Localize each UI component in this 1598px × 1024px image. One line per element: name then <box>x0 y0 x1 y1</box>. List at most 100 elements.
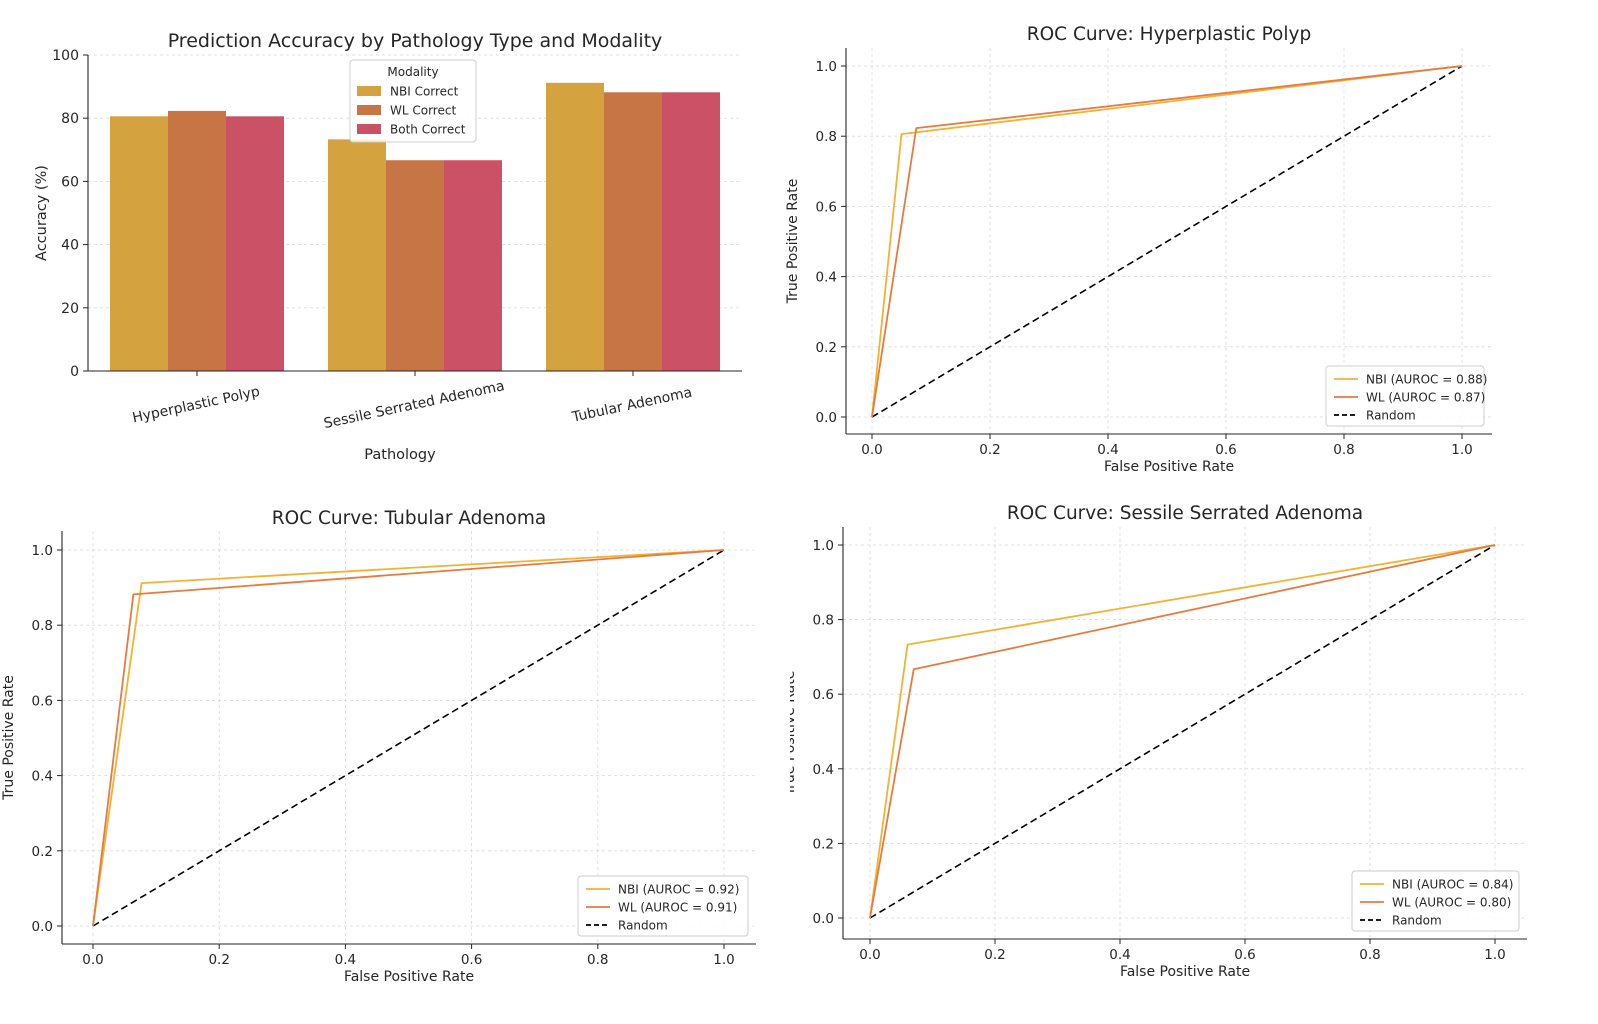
x-tick-label: Sessile Serrated Adenoma <box>322 378 506 432</box>
y-axis-title: True Positive Rate <box>785 179 801 305</box>
y-tick-label: 0.2 <box>816 340 837 356</box>
x-tick-label: 0.0 <box>82 952 103 968</box>
legend-label: Both Correct <box>390 123 466 137</box>
roc-hyperplastic-svg: 0.0 0.2 0.4 0.6 0.8 1.0 0.0 0.2 0.4 0.6 0.8 1.0 ROC … <box>785 24 1492 475</box>
bar <box>662 92 720 372</box>
bar <box>226 116 284 371</box>
legend-swatch <box>357 105 381 115</box>
x-tick-label: 0.2 <box>984 947 1005 963</box>
series-line <box>869 544 1496 919</box>
y-tick-label: 0.0 <box>816 410 837 426</box>
legend-label: WL (AUROC = 0.87) <box>1366 391 1485 405</box>
legend-label: WL (AUROC = 0.91) <box>618 901 737 915</box>
legend-box <box>349 59 477 143</box>
bar-chart-panel: 0 20 40 60 80 100 Hyperplastic Polyp Sessile Se… <box>0 0 770 490</box>
chart-title: ROC Curve: Hyperplastic Polyp <box>1027 24 1311 45</box>
y-tick-label: 0.4 <box>813 762 834 778</box>
x-tick-label: 0.4 <box>1109 947 1130 963</box>
legend-label: NBI Correct <box>390 85 459 99</box>
chart-title: Prediction Accuracy by Pathology Type an… <box>168 30 663 52</box>
legend-swatch <box>357 86 381 96</box>
y-tick-label: 0.2 <box>32 844 53 860</box>
x-tick-label: 0.0 <box>861 442 882 458</box>
series-line <box>92 549 725 927</box>
x-tick-label: 0.2 <box>979 442 1000 458</box>
roc-sessile-panel: 0.0 0.2 0.4 0.6 0.8 1.0 0.0 0.2 0.4 0.6 0.8 1.0 ROC … <box>790 495 1590 1015</box>
x-tick-label: Hyperplastic Polyp <box>131 384 261 427</box>
x-tick-label: 0.8 <box>1359 947 1380 963</box>
series-line <box>871 65 1463 418</box>
series-line <box>92 549 725 927</box>
y-tick-label: 60 <box>61 174 79 190</box>
legend-box <box>577 875 749 937</box>
y-axis-title: True Positive Rate <box>790 671 798 797</box>
x-tick-label: 0.6 <box>1234 947 1255 963</box>
x-tick-label: 1.0 <box>1451 442 1472 458</box>
roc-hyperplastic-panel: 0.0 0.2 0.4 0.6 0.8 1.0 0.0 0.2 0.4 0.6 0.8 1.0 ROC … <box>780 0 1560 490</box>
series-line <box>871 65 1463 418</box>
y-axis-title: True Positive Rate <box>1 675 17 801</box>
y-axis-title: Accuracy (%) <box>34 165 50 261</box>
legend-swatch <box>357 124 381 134</box>
x-axis-title: Pathology <box>364 447 436 463</box>
y-tick-label: 0.6 <box>32 693 53 709</box>
y-tick-label: 0.8 <box>816 129 837 145</box>
x-tick-label: 0.4 <box>335 952 356 968</box>
bar <box>328 139 386 371</box>
legend-label: NBI (AUROC = 0.84) <box>1392 878 1513 892</box>
bar <box>110 116 168 371</box>
x-tick-label: 1.0 <box>1484 947 1505 963</box>
bar <box>168 110 226 371</box>
x-tick-label: 0.8 <box>1333 442 1354 458</box>
roc-sessile-svg: 0.0 0.2 0.4 0.6 0.8 1.0 0.0 0.2 0.4 0.6 0.8 1.0 ROC … <box>790 503 1527 980</box>
y-tick-label: 40 <box>61 238 79 254</box>
y-tick-label: 1.0 <box>32 543 53 559</box>
y-tick-label: 0.6 <box>816 199 837 215</box>
y-tick-label: 0.8 <box>813 613 834 629</box>
bar <box>444 160 502 371</box>
y-tick-label: 0.4 <box>816 270 837 286</box>
y-tick-label: 0.0 <box>32 919 53 935</box>
series-line <box>869 544 1496 919</box>
y-tick-label: 1.0 <box>813 538 834 554</box>
bar <box>386 160 444 371</box>
series-line <box>869 544 1496 919</box>
y-tick-label: 0.8 <box>32 618 53 634</box>
y-tick-label: 0 <box>70 364 79 380</box>
x-tick-label: 0.8 <box>587 952 608 968</box>
x-tick-label: 0.6 <box>461 952 482 968</box>
y-tick-label: 0.2 <box>813 836 834 852</box>
y-tick-label: 20 <box>61 301 79 317</box>
x-tick-label: Tubular Adenoma <box>570 385 694 426</box>
legend-label: NBI (AUROC = 0.92) <box>618 883 739 897</box>
bar-chart-svg: 0 20 40 60 80 100 Hyperplastic Polyp Sessile Se… <box>34 30 742 463</box>
y-tick-label: 80 <box>61 111 79 127</box>
x-axis-title: False Positive Rate <box>1120 964 1250 980</box>
x-tick-label: 0.2 <box>208 952 229 968</box>
x-axis-title: False Positive Rate <box>344 969 474 985</box>
y-tick-label: 100 <box>52 48 79 64</box>
legend-title: Modality <box>387 65 438 79</box>
x-tick-label: 1.0 <box>713 952 734 968</box>
roc-tubular-svg: 0.0 0.2 0.4 0.6 0.8 1.0 0.0 0.2 0.4 0.6 0.8 1.0 ROC … <box>1 508 756 985</box>
legend-label: NBI (AUROC = 0.88) <box>1366 373 1487 387</box>
y-tick-label: 0.6 <box>813 687 834 703</box>
y-tick-label: 1.0 <box>816 59 837 75</box>
legend-label: WL Correct <box>390 104 456 118</box>
bar <box>604 92 662 372</box>
legend-label: Random <box>618 919 668 933</box>
y-tick-label: 0.4 <box>32 769 53 785</box>
bar <box>546 82 604 372</box>
x-axis-title: False Positive Rate <box>1104 459 1234 475</box>
chart-title: ROC Curve: Tubular Adenoma <box>272 508 546 529</box>
legend-box <box>1351 870 1520 932</box>
x-tick-label: 0.0 <box>859 947 880 963</box>
chart-title: ROC Curve: Sessile Serrated Adenoma <box>1007 503 1363 524</box>
legend-label: Random <box>1366 409 1416 423</box>
series-line <box>871 65 1463 418</box>
x-tick-label: 0.4 <box>1097 442 1118 458</box>
x-tick-label: 0.6 <box>1215 442 1236 458</box>
legend-box <box>1325 365 1485 427</box>
roc-tubular-panel: 0.0 0.2 0.4 0.6 0.8 1.0 0.0 0.2 0.4 0.6 0.8 1.0 ROC … <box>0 495 790 1015</box>
y-tick-label: 0.0 <box>813 911 834 927</box>
